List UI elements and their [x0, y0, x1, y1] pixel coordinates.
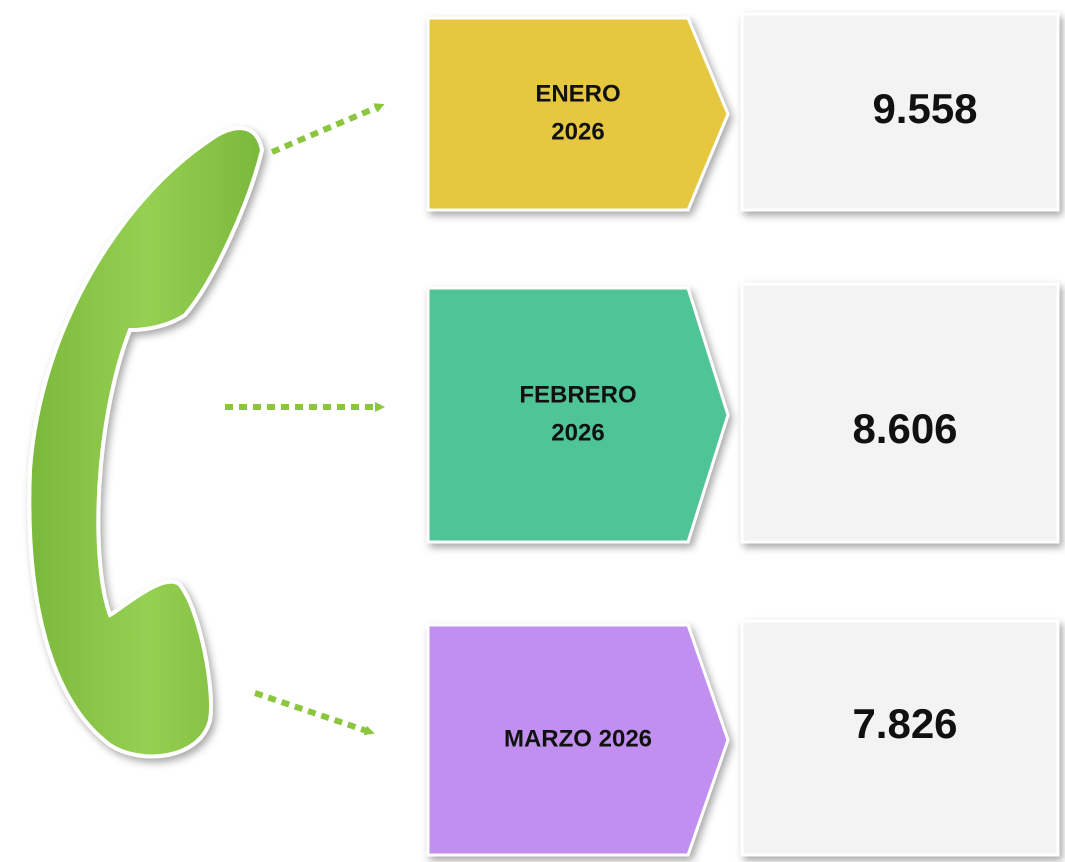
- call-count: 9.558: [872, 85, 977, 132]
- month-label: 2026: [551, 419, 604, 446]
- value-box: [740, 12, 1060, 212]
- arrow: [254, 690, 375, 736]
- value-box: [740, 619, 1060, 857]
- month-label: MARZO 2026: [504, 725, 652, 752]
- month-label: 2026: [551, 118, 604, 145]
- month-tag: [426, 286, 730, 544]
- arrows: [225, 103, 385, 736]
- month-label: ENERO: [535, 80, 620, 107]
- call-count: 7.826: [852, 700, 957, 747]
- month-label: FEBRERO: [519, 381, 636, 408]
- value-box: [740, 282, 1060, 544]
- month-tag: [426, 623, 730, 857]
- month-tag: [426, 16, 730, 212]
- call-count: 8.606: [852, 405, 957, 452]
- phone-icon: [27, 126, 265, 759]
- rows: ENERO 2026 9.558 FEBRERO 2026 8.606 MARZO 2026…: [426, 12, 1060, 857]
- arrow: [270, 103, 385, 155]
